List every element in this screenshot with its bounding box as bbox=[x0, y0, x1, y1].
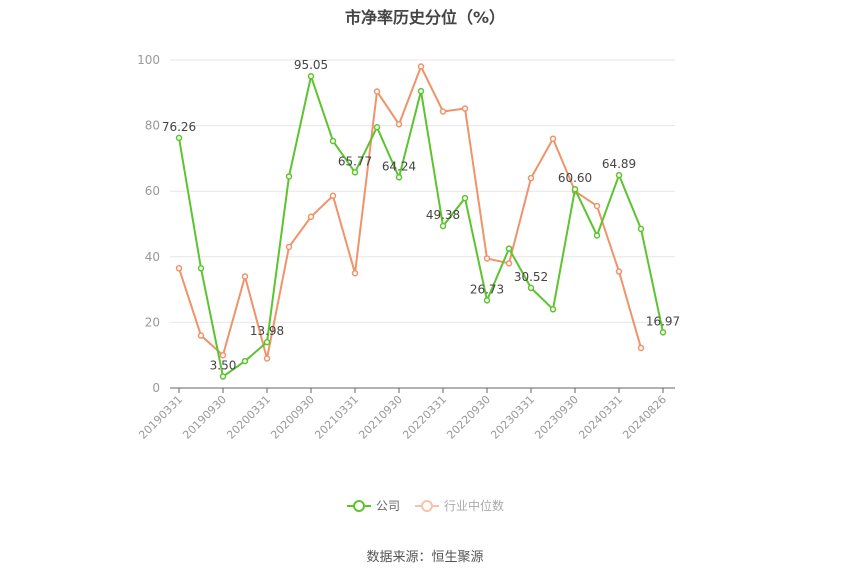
x-tick-label: 20230331 bbox=[488, 393, 537, 442]
line-chart: 0 20 40 60 80 100 2019033120190930202003312020… bbox=[136, 53, 680, 442]
company-data-label: 60.60 bbox=[558, 171, 592, 185]
x-tick-label: 20220930 bbox=[444, 393, 493, 442]
company-point[interactable] bbox=[373, 123, 381, 131]
company-data-label: 64.89 bbox=[602, 157, 636, 171]
industry-point[interactable] bbox=[307, 213, 315, 221]
industry-point[interactable] bbox=[241, 273, 249, 280]
industry-point[interactable] bbox=[527, 174, 535, 182]
company-point[interactable] bbox=[549, 306, 557, 313]
industry-point[interactable] bbox=[417, 63, 425, 70]
x-tick-label: 20190930 bbox=[180, 393, 229, 442]
legend-item-company[interactable]: 公司 bbox=[346, 497, 400, 514]
data-source: 数据来源：恒生聚源 bbox=[366, 550, 484, 565]
industry-point[interactable] bbox=[439, 108, 447, 115]
industry-point[interactable] bbox=[505, 260, 513, 267]
company-data-label: 16.97 bbox=[646, 314, 680, 328]
company-point[interactable] bbox=[241, 357, 249, 365]
company-point[interactable] bbox=[615, 171, 623, 179]
company-point[interactable] bbox=[417, 87, 425, 95]
x-tick-label: 20220331 bbox=[400, 393, 449, 442]
company-point[interactable] bbox=[263, 338, 271, 346]
industry-point[interactable] bbox=[483, 255, 491, 262]
legend-industry-marker-icon bbox=[415, 499, 439, 512]
company-point[interactable] bbox=[351, 169, 359, 176]
company-data-label: 76.26 bbox=[162, 120, 196, 134]
company-point[interactable] bbox=[285, 173, 293, 180]
x-tick-label: 20230930 bbox=[532, 393, 581, 442]
company-point[interactable] bbox=[461, 194, 469, 202]
company-point[interactable] bbox=[483, 297, 491, 304]
industry-point[interactable] bbox=[219, 351, 227, 359]
company-point[interactable] bbox=[439, 222, 447, 230]
company-point[interactable] bbox=[527, 284, 535, 292]
company-point[interactable] bbox=[395, 174, 403, 181]
x-tick-label: 20200331 bbox=[224, 393, 273, 442]
legend-industry-label: 行业中位数 bbox=[444, 499, 505, 513]
company-data-label: 49.38 bbox=[426, 208, 460, 222]
industry-point[interactable] bbox=[593, 202, 601, 210]
industry-point[interactable] bbox=[197, 332, 205, 339]
company-data-label: 13.98 bbox=[250, 324, 284, 338]
industry-line bbox=[178, 64, 642, 359]
industry-point[interactable] bbox=[373, 88, 381, 95]
industry-point[interactable] bbox=[263, 355, 271, 362]
y-tick-label: 100 bbox=[137, 53, 160, 67]
y-tick-label: 80 bbox=[145, 119, 160, 133]
industry-point[interactable] bbox=[549, 135, 557, 142]
company-point[interactable] bbox=[505, 245, 513, 252]
industry-point[interactable] bbox=[351, 269, 359, 277]
company-data-label: 64.24 bbox=[382, 159, 416, 173]
company-point[interactable] bbox=[219, 373, 227, 380]
company-point[interactable] bbox=[307, 72, 315, 80]
x-tick-label: 20210331 bbox=[312, 393, 361, 442]
legend-item-industry[interactable]: 行业中位数 bbox=[414, 497, 504, 514]
chart-title: 市净率历史分位（%） bbox=[344, 8, 506, 27]
legend-company-marker-icon bbox=[346, 499, 371, 512]
company-point[interactable] bbox=[571, 185, 579, 193]
company-point[interactable] bbox=[659, 329, 667, 336]
industry-point[interactable] bbox=[461, 105, 469, 112]
x-tick-label: 20190331 bbox=[136, 393, 185, 442]
company-data-label: 65.77 bbox=[338, 154, 372, 168]
x-tick-label: 20210930 bbox=[356, 393, 405, 442]
company-data-label: 3.50 bbox=[210, 359, 237, 373]
y-tick-label: 60 bbox=[145, 184, 160, 198]
y-tick-label: 40 bbox=[145, 250, 160, 264]
industry-point[interactable] bbox=[285, 243, 293, 251]
industry-point[interactable] bbox=[175, 265, 183, 272]
industry-point[interactable] bbox=[329, 192, 337, 200]
x-tick-label: 20240331 bbox=[576, 393, 625, 442]
company-point[interactable] bbox=[197, 265, 205, 272]
y-tick-label: 0 bbox=[152, 381, 160, 395]
company-point[interactable] bbox=[637, 225, 645, 233]
company-data-label: 26.73 bbox=[470, 282, 504, 296]
company-point[interactable] bbox=[593, 232, 601, 239]
industry-point[interactable] bbox=[395, 121, 403, 128]
company-point[interactable] bbox=[329, 137, 337, 145]
industry-point[interactable] bbox=[615, 268, 623, 275]
company-point[interactable] bbox=[175, 134, 183, 142]
y-tick-label: 20 bbox=[145, 315, 160, 329]
company-data-label: 30.52 bbox=[514, 270, 548, 284]
industry-point[interactable] bbox=[637, 344, 645, 352]
legend-company-label: 公司 bbox=[375, 499, 400, 513]
x-tick-label: 20240826 bbox=[620, 393, 669, 442]
company-data-label: 95.05 bbox=[294, 58, 328, 72]
x-tick-label: 20200930 bbox=[268, 393, 317, 442]
legend: 公司 行业中位数 bbox=[0, 497, 850, 514]
